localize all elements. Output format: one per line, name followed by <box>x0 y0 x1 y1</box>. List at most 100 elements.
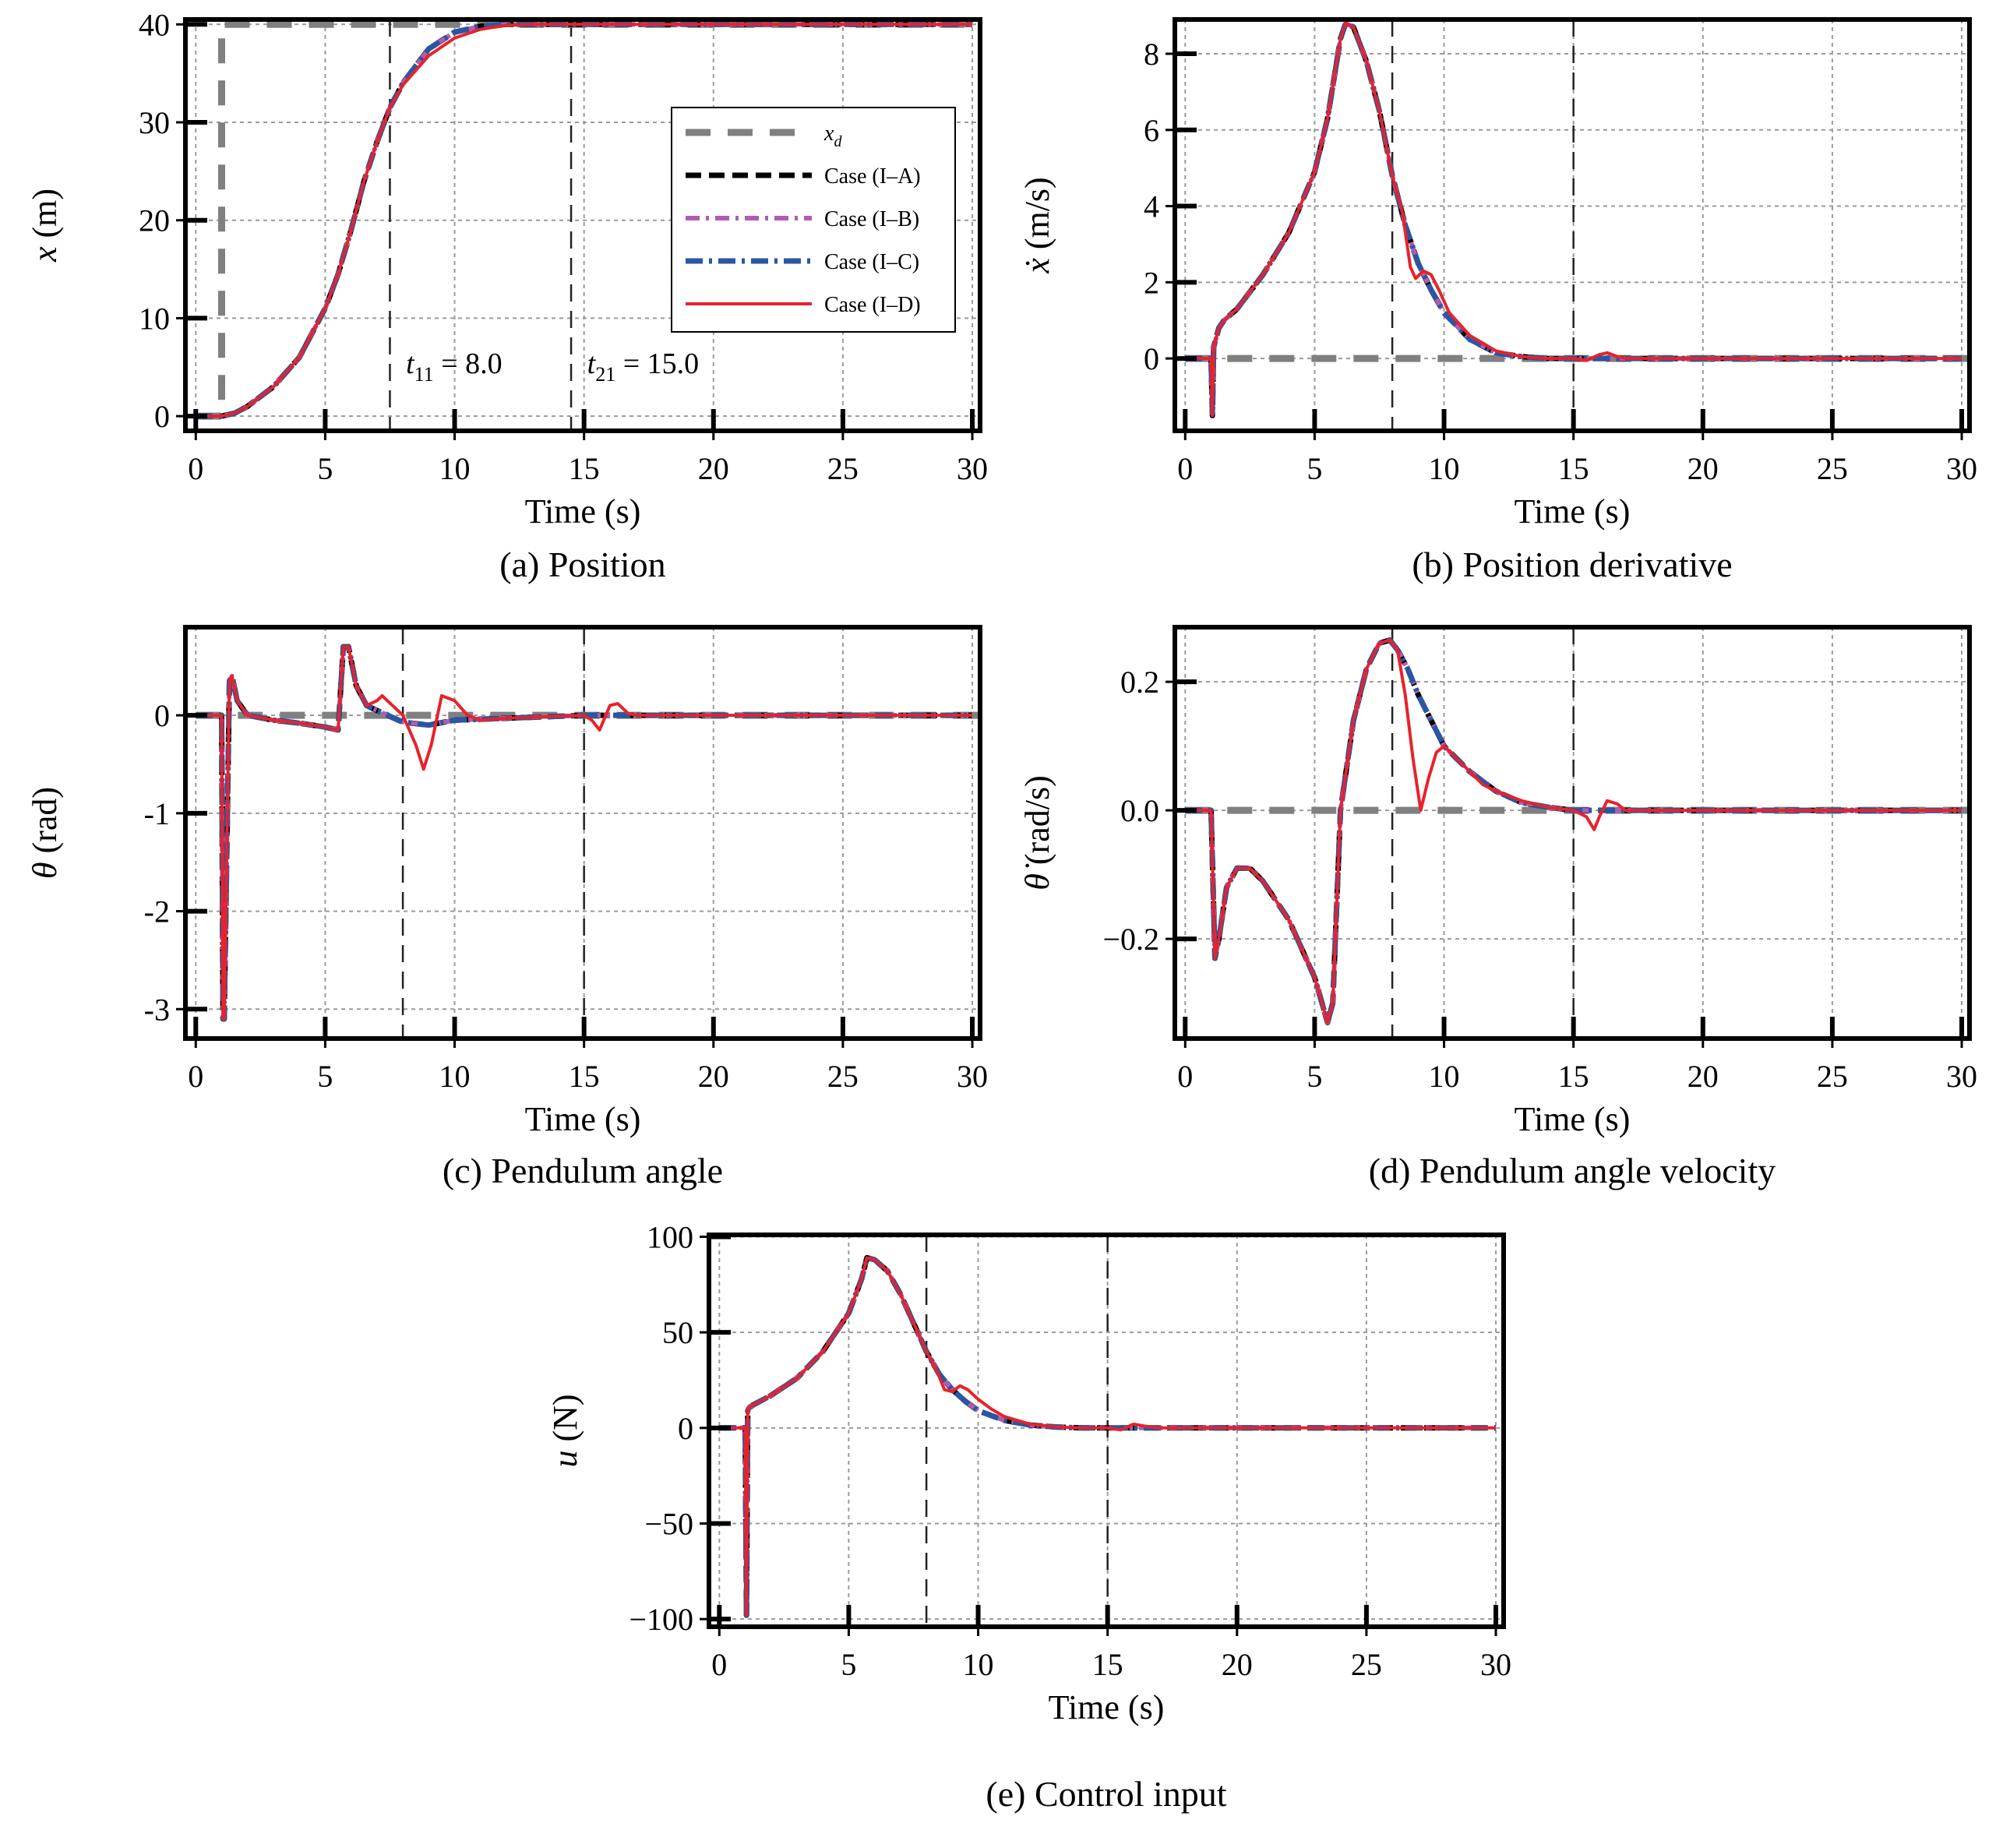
x-tick-label: 5 <box>317 1059 333 1094</box>
y-tick-label: 40 <box>139 7 170 42</box>
x-tick-label: 20 <box>698 451 729 486</box>
x-tick-label: 0 <box>711 1647 727 1682</box>
x-axis-label: Time (s) <box>1049 1688 1165 1726</box>
x-tick-label: 20 <box>1687 451 1719 486</box>
subplot-caption: (a) Position <box>499 545 665 584</box>
y-tick-label: −0.2 <box>1102 922 1159 957</box>
x-axis-label: Time (s) <box>525 492 641 531</box>
y-axis-unit: (m/s) <box>1018 177 1056 258</box>
x-tick-label: 0 <box>188 1059 203 1094</box>
y-tick-label: 0 <box>678 1411 693 1446</box>
x-tick-label: 30 <box>957 451 988 486</box>
y-axis-symbol: u <box>546 1451 584 1468</box>
y-axis-symbol: ẋ <box>1018 258 1056 274</box>
time-annotation: t21 = 15.0 <box>587 347 700 386</box>
x-tick-label: 5 <box>317 451 333 486</box>
x-tick-label: 25 <box>1817 1059 1848 1094</box>
y-tick-label: 0 <box>154 698 170 733</box>
series-group <box>1185 20 1970 418</box>
series-group <box>719 1254 1496 1618</box>
subplot-a: 0 5 10 15 20 25 30 0 10 20 30 40 Time (s) x (m) (a) Po… <box>26 7 988 584</box>
y-tick-label: 2 <box>1144 265 1159 300</box>
legend-subscript: d <box>834 133 842 150</box>
x-tick-label: 25 <box>827 451 859 486</box>
legend-label: Case (I–A) <box>824 164 921 189</box>
axes-frame <box>1173 625 1972 1041</box>
annotation-value: = 8.0 <box>434 347 503 380</box>
x-tick-label: 15 <box>1558 451 1589 486</box>
x-tick-label: 20 <box>1687 1059 1719 1094</box>
y-tick-label: 20 <box>139 203 170 238</box>
y-tick-label: 4 <box>1144 189 1159 224</box>
subplot-caption: (c) Pendulum angle <box>443 1151 723 1190</box>
legend-label: Case (I–B) <box>824 207 919 231</box>
x-tick-label: 10 <box>963 1647 994 1682</box>
y-tick-label: −100 <box>629 1602 693 1637</box>
y-tick-label: 30 <box>139 105 170 140</box>
y-axis-label: θ̇ (rad/s) <box>1018 775 1056 890</box>
y-axis-label: ẋ (m/s) <box>1018 177 1056 273</box>
series-line-d <box>1185 21 1962 418</box>
x-tick-label: 15 <box>569 451 600 486</box>
x-tick-label: 10 <box>1429 1059 1460 1094</box>
x-tick-label: 5 <box>1307 451 1322 486</box>
y-tick-label: 8 <box>1144 37 1159 72</box>
subplot-c: 0 5 10 15 20 25 30 0 -1 -2 -3 Time (s) θ (rad) (c) Pe… <box>26 625 988 1190</box>
x-axis-label: Time (s) <box>1515 492 1631 531</box>
series-group <box>1185 637 1970 1025</box>
legend: xd Case (I–A) Case (I–B) Case (I–C) Case (I–… <box>671 107 956 333</box>
x-tick-label: 15 <box>569 1059 600 1094</box>
series-line-d <box>196 23 972 418</box>
y-tick-label: 0 <box>154 399 170 434</box>
x-tick-label: 15 <box>1092 1647 1123 1682</box>
legend-text: Case (I–C) <box>824 250 919 274</box>
x-tick-label: 10 <box>1429 451 1460 486</box>
y-axis-unit: (m) <box>26 189 64 247</box>
x-tick-label: 25 <box>1817 451 1848 486</box>
annotation-symbol: t <box>406 347 415 380</box>
x-tick-label: 5 <box>1307 1059 1322 1094</box>
axes-frame <box>183 625 982 1041</box>
subplot-caption: (b) Position derivative <box>1412 545 1732 584</box>
legend-label: Case (I–C) <box>824 250 919 274</box>
y-tick-label: 0 <box>1144 341 1159 376</box>
annotation-value: = 15.0 <box>615 347 699 380</box>
y-tick-label: -2 <box>144 894 170 929</box>
x-axis-label: Time (s) <box>1515 1100 1631 1138</box>
x-tick-label: 10 <box>439 451 471 486</box>
y-axis-unit: (rad/s) <box>1018 775 1056 873</box>
x-tick-label: 10 <box>439 1059 471 1094</box>
annotation-subscript: 11 <box>414 363 434 386</box>
y-axis-unit: (rad) <box>26 787 64 862</box>
y-tick-label: −50 <box>644 1507 693 1542</box>
legend-symbol: x <box>823 122 834 146</box>
series-line-d <box>196 645 972 1021</box>
subplot-b: 0 5 10 15 20 25 30 0 2 4 6 8 Time (s) ẋ (m/s) (b) Posi… <box>1018 17 1977 584</box>
x-tick-label: 25 <box>827 1059 859 1094</box>
series-group <box>196 644 980 1022</box>
x-tick-label: 5 <box>841 1647 856 1682</box>
subplot-caption: (e) Control input <box>986 1774 1226 1814</box>
y-tick-label: 10 <box>139 301 170 336</box>
legend-label: Case (I–D) <box>824 293 921 317</box>
y-axis-symbol: θ <box>26 862 64 879</box>
y-tick-label: 0.2 <box>1120 665 1159 700</box>
axes-frame <box>707 1233 1506 1629</box>
subplot-caption: (d) Pendulum angle velocity <box>1369 1151 1776 1190</box>
series-line-d <box>719 1256 1496 1617</box>
subplot-d: 0 5 10 15 20 25 30 −0.2 0.0 0.2 Time (s) θ̇ (rad/s)… <box>1018 625 1977 1190</box>
y-tick-label: -1 <box>144 796 170 831</box>
x-tick-label: 30 <box>957 1059 988 1094</box>
x-tick-label: 30 <box>1946 1059 1977 1094</box>
legend-text: Case (I–D) <box>824 293 921 317</box>
annotation-symbol: t <box>587 347 597 380</box>
legend-text: Case (I–A) <box>824 164 921 189</box>
legend-text: Case (I–B) <box>824 207 919 231</box>
x-tick-label: 0 <box>188 451 203 486</box>
x-axis-label: Time (s) <box>525 1100 641 1138</box>
y-axis-label: u (N) <box>546 1394 584 1467</box>
x-tick-label: 25 <box>1351 1647 1382 1682</box>
y-axis-unit: (N) <box>546 1394 584 1450</box>
y-axis-label: θ (rad) <box>26 787 64 879</box>
